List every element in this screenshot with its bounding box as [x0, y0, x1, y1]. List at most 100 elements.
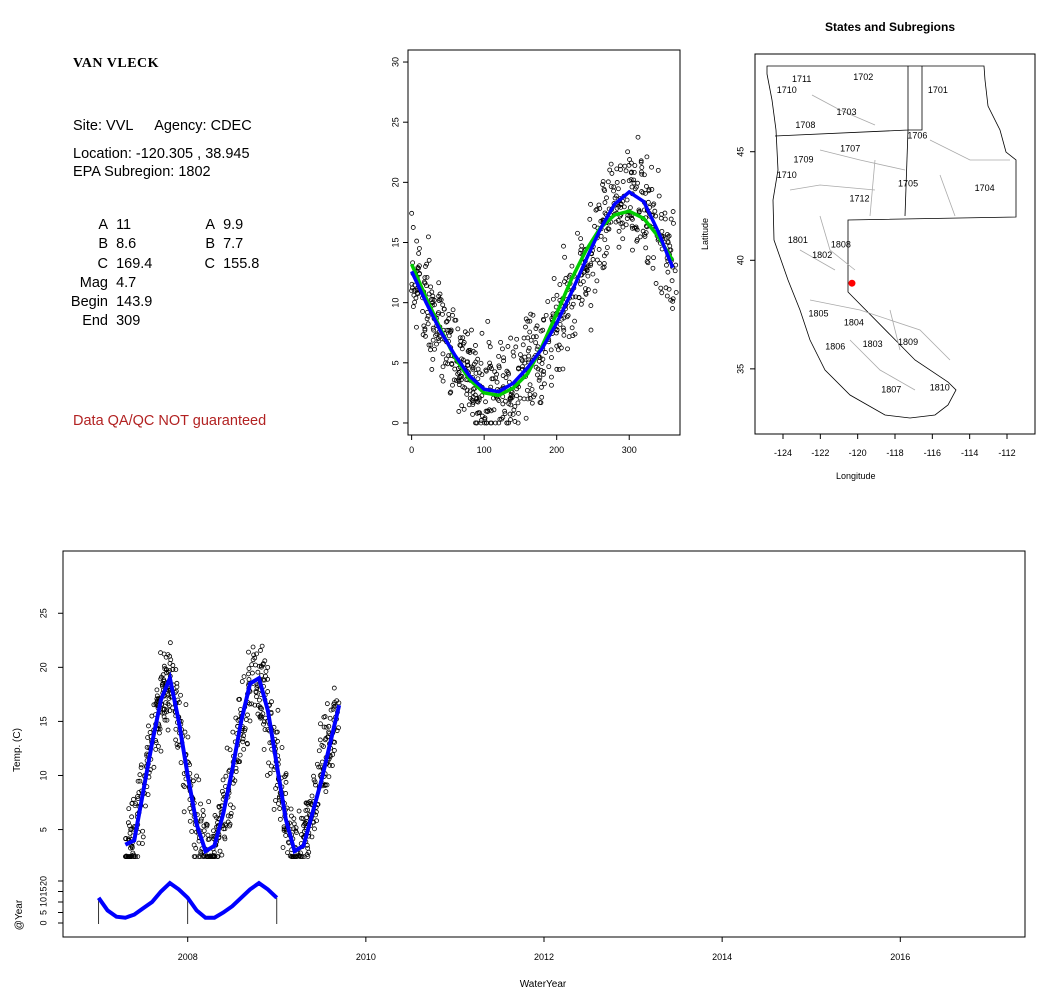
- param-value: 169.4: [116, 255, 153, 272]
- data-point: [531, 334, 536, 340]
- data-point: [569, 263, 575, 269]
- data-point: [578, 281, 583, 287]
- data-point: [305, 807, 311, 813]
- x-tick-label: -124: [774, 448, 792, 458]
- data-point: [140, 834, 146, 840]
- data-point: [470, 398, 476, 404]
- data-point: [605, 179, 611, 185]
- data-point: [328, 707, 334, 713]
- data-point: [533, 326, 539, 331]
- data-point: [265, 689, 271, 694]
- data-point: [426, 257, 432, 263]
- data-point: [276, 801, 281, 806]
- param-value: 11: [116, 217, 132, 233]
- region-label: 1707: [840, 144, 860, 154]
- data-point: [409, 281, 415, 287]
- data-point: [483, 368, 489, 374]
- data-point: [321, 714, 327, 720]
- param-key: End: [82, 313, 108, 330]
- data-point: [477, 370, 482, 376]
- data-point: [479, 413, 485, 419]
- data-point: [426, 234, 431, 240]
- data-point: [556, 367, 562, 372]
- data-point: [426, 291, 432, 297]
- data-point: [561, 327, 567, 333]
- data-point: [314, 761, 320, 767]
- x-tick-label: -118: [886, 448, 903, 458]
- data-point: [467, 347, 473, 353]
- state-border: [908, 66, 923, 131]
- data-point: [533, 340, 539, 346]
- data-point: [627, 205, 633, 210]
- data-point: [430, 356, 436, 362]
- param-row: Begin 143.9: [48, 293, 152, 312]
- data-point: [228, 813, 234, 819]
- data-point: [146, 723, 151, 729]
- data-point: [208, 854, 214, 859]
- data-point: [222, 826, 228, 832]
- data-point: [516, 366, 521, 372]
- data-point: [422, 327, 428, 333]
- data-point: [245, 741, 250, 747]
- data-point: [560, 325, 566, 331]
- data-point: [524, 387, 530, 393]
- y-tick-label: 25: [390, 117, 400, 127]
- data-point: [322, 782, 328, 788]
- data-point: [668, 216, 674, 222]
- y-tick-label: 20: [390, 177, 400, 187]
- data-point: [126, 836, 131, 842]
- data-point: [644, 183, 649, 189]
- data-point: [527, 382, 533, 388]
- data-point: [326, 723, 332, 729]
- data-point: [147, 730, 153, 735]
- data-point: [487, 360, 493, 366]
- data-point: [432, 297, 437, 303]
- data-point: [451, 377, 457, 383]
- data-point: [540, 356, 546, 362]
- data-point: [430, 325, 436, 331]
- data-point: [554, 292, 560, 298]
- data-point: [321, 744, 326, 749]
- data-point: [538, 367, 544, 373]
- data-point: [246, 666, 252, 671]
- data-point: [600, 265, 606, 271]
- y-tick-label: 10: [38, 770, 48, 780]
- data-point: [580, 279, 586, 284]
- y-tick-label: 40: [735, 255, 745, 265]
- data-point: [630, 216, 635, 222]
- data-point: [331, 704, 337, 710]
- data-point: [469, 364, 475, 370]
- data-point: [458, 343, 464, 349]
- data-point: [311, 777, 317, 783]
- data-point: [279, 745, 285, 750]
- data-point: [615, 218, 621, 223]
- data-point: [639, 171, 645, 177]
- data-point: [250, 644, 256, 650]
- data-point: [123, 836, 129, 841]
- data-point: [265, 664, 271, 670]
- seasonal-chart: 0 100 200 300 0 5 10 15 20 25 30: [390, 49, 681, 455]
- data-point: [543, 350, 548, 355]
- data-point: [161, 651, 167, 657]
- data-point: [474, 420, 480, 426]
- data-point: [489, 366, 494, 372]
- data-point: [556, 342, 562, 348]
- data-point: [137, 772, 143, 778]
- data-point: [329, 763, 335, 768]
- data-point: [416, 265, 421, 271]
- data-point: [305, 854, 311, 859]
- map-xlabel: Longitude: [836, 471, 876, 481]
- data-point: [611, 188, 616, 194]
- data-point: [324, 701, 330, 707]
- data-point: [510, 349, 516, 355]
- data-point: [259, 664, 264, 670]
- data-point: [632, 186, 638, 192]
- data-point: [608, 184, 614, 189]
- data-point: [606, 226, 612, 232]
- data-point: [222, 821, 228, 827]
- data-point: [472, 350, 478, 356]
- data-point: [233, 715, 239, 721]
- data-point: [628, 170, 634, 176]
- data-point: [317, 737, 323, 743]
- data-point: [634, 238, 640, 244]
